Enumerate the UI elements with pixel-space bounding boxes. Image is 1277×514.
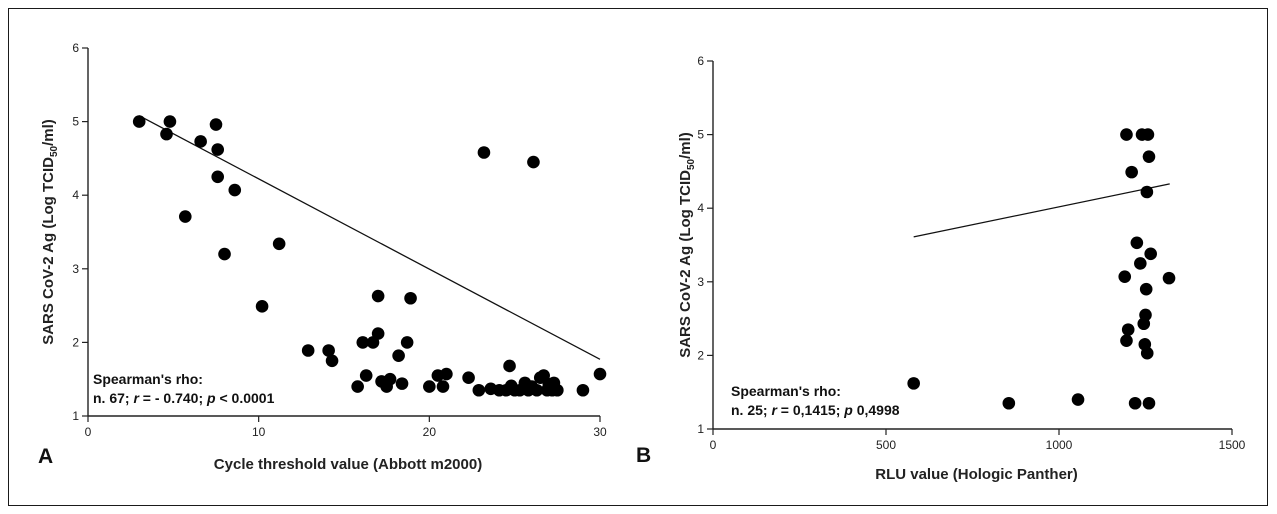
data-point	[1120, 334, 1133, 347]
data-point	[228, 183, 242, 197]
data-point	[1142, 150, 1156, 163]
data-point	[477, 146, 491, 159]
data-point	[400, 336, 414, 349]
data-point	[503, 359, 516, 373]
data-point	[163, 115, 177, 128]
y-tick-label: 4	[72, 188, 79, 202]
data-point	[218, 247, 231, 261]
chart-panel-a: 1 2 3 4 5 6 0 10 20 30 Cycle threshold value (Abbo…	[38, 41, 607, 473]
data-point	[178, 210, 192, 223]
data-point	[472, 383, 486, 397]
data-point	[132, 115, 146, 128]
data-point	[209, 118, 223, 131]
data-point	[160, 127, 173, 141]
data-point	[1162, 271, 1176, 285]
data-point	[593, 367, 607, 381]
data-point	[1140, 185, 1154, 199]
y-tick-label: 4	[697, 201, 704, 215]
data-point	[1130, 236, 1144, 250]
data-point	[272, 237, 286, 251]
figure-frame	[8, 8, 1268, 506]
data-point	[1125, 165, 1138, 179]
data-point	[1142, 396, 1156, 410]
data-point	[211, 143, 225, 156]
x-axis-title: Cycle threshold value (Abbott m2000)	[214, 456, 482, 473]
regression-line	[913, 183, 1170, 238]
regression-line	[138, 115, 601, 360]
data-point	[1128, 396, 1142, 410]
data-point	[301, 344, 315, 357]
data-point	[551, 383, 564, 397]
data-point	[1140, 346, 1154, 360]
annotation-title: Spearman's rho:	[93, 371, 203, 387]
data-point	[325, 354, 339, 368]
y-tick-label: 3	[697, 275, 704, 289]
data-point	[1002, 396, 1016, 410]
data-point	[1139, 282, 1153, 296]
y-tick-label: 6	[72, 41, 79, 55]
x-tick-label: 1000	[1046, 438, 1073, 452]
data-point	[1121, 323, 1135, 336]
data-point	[462, 371, 475, 385]
x-axis-title: RLU value (Hologic Panther)	[875, 466, 1078, 483]
x-tick-label: 20	[423, 425, 437, 439]
data-point	[1141, 128, 1155, 141]
x-tick-label: 30	[593, 425, 607, 439]
data-point	[527, 155, 540, 169]
y-axis-title: SARS CoV-2 Ag (Log TCID50/ml)	[677, 132, 697, 358]
data-point	[392, 349, 405, 362]
chart-panel-b: 1 2 3 4 5 6 0 500 1000 1500 RLU value (Hologic Pan…	[636, 54, 1246, 483]
y-tick-label: 5	[697, 128, 704, 142]
panel-letter: A	[38, 445, 53, 468]
data-point	[211, 170, 225, 184]
data-point	[1118, 270, 1132, 283]
data-point	[1134, 257, 1147, 270]
x-tick-label: 500	[876, 438, 896, 452]
y-axis-title: SARS CoV-2 Ag (Log TCID50/ml)	[40, 119, 60, 345]
annotation-title: Spearman's rho:	[731, 383, 841, 399]
data-point	[1144, 247, 1157, 261]
data-point	[359, 369, 373, 382]
data-point	[530, 383, 544, 397]
data-point	[576, 383, 590, 397]
data-point	[371, 289, 385, 303]
y-tick-label: 1	[72, 409, 79, 423]
y-tick-label: 1	[697, 422, 704, 436]
data-point	[194, 135, 207, 148]
y-tick-label: 2	[697, 348, 704, 362]
data-point	[356, 336, 370, 349]
annotation-stats: n. 67; r = - 0.740; p < 0.0001	[93, 390, 275, 406]
data-point	[383, 372, 397, 386]
data-point	[907, 377, 920, 390]
annotation-stats: n. 25; r = 0,1415; p 0,4998	[731, 402, 900, 418]
data-point	[440, 367, 453, 381]
data-point	[351, 380, 364, 393]
x-tick-label: 1500	[1219, 438, 1246, 452]
x-tick-label: 0	[85, 425, 92, 439]
data-point	[255, 300, 269, 313]
data-point	[1120, 128, 1133, 141]
x-tick-label: 0	[710, 438, 717, 452]
data-point	[1139, 308, 1152, 322]
data-point	[404, 291, 417, 305]
y-tick-label: 3	[72, 262, 79, 276]
data-point	[322, 344, 335, 357]
data-point	[436, 380, 450, 393]
x-tick-label: 10	[252, 425, 266, 439]
data-point	[371, 327, 385, 340]
panel-letter: B	[636, 444, 651, 467]
y-tick-label: 6	[697, 54, 704, 68]
data-point	[1071, 393, 1085, 406]
y-tick-label: 5	[72, 115, 79, 129]
y-tick-label: 2	[72, 335, 79, 349]
data-point	[395, 377, 409, 390]
data-point	[423, 380, 436, 393]
